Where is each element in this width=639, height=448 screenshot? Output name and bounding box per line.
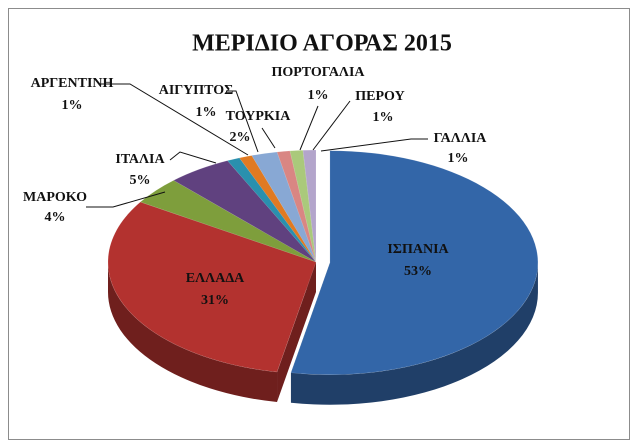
chart-title: ΜΕΡΙΔΙΟ ΑΓΟΡΑΣ 2015 xyxy=(192,31,452,57)
slice-side xyxy=(290,262,538,405)
slice-label: ΠΕΡΟΥ xyxy=(355,89,404,104)
slice-label: ΤΟΥΡΚΙΑ xyxy=(226,109,292,124)
slice-label: ΕΛΛΑΔΑ xyxy=(186,271,245,286)
slice-label: ΠΟΡΤΟΓΑΛΙΑ xyxy=(271,65,365,80)
slice-value-label: 31% xyxy=(201,293,229,308)
slice-wall xyxy=(277,262,316,403)
slice xyxy=(276,150,317,263)
leader-line xyxy=(312,100,351,151)
slice-value-label: 1% xyxy=(373,110,394,125)
slice-label: ΙΤΑΛΙΑ xyxy=(115,152,165,167)
leader-line xyxy=(86,191,166,208)
slice xyxy=(173,160,317,263)
slice-value-label: 1% xyxy=(196,105,217,120)
slice-label: ΑΡΓΕΝΤΙΝΗ xyxy=(31,76,114,91)
slice-value-label: 53% xyxy=(404,264,432,279)
slice-value-label: 4% xyxy=(45,210,66,225)
slice xyxy=(238,155,317,263)
slice-label: ΑΙΓΥΠΤΟΣ xyxy=(159,83,234,98)
slice-value-label: 5% xyxy=(130,173,151,188)
leader-line xyxy=(299,105,319,151)
leader-line xyxy=(320,138,428,152)
slice-label: ΓΑΛΛΙΑ xyxy=(434,131,488,146)
slice xyxy=(139,180,317,263)
slice-label: ΙΣΠΑΝΙΑ xyxy=(387,242,449,257)
slice-side xyxy=(108,262,278,403)
slice xyxy=(226,157,317,263)
leader-line xyxy=(169,151,217,164)
slice-value-label: 1% xyxy=(448,151,469,166)
slice xyxy=(251,151,317,263)
slice-value-label: 1% xyxy=(308,88,329,103)
slice xyxy=(107,201,317,373)
leader-line xyxy=(261,127,276,149)
leader-line xyxy=(226,90,259,153)
slice-value-label: 1% xyxy=(62,98,83,113)
slice xyxy=(302,149,317,263)
slice xyxy=(289,149,317,263)
leader-line xyxy=(100,83,249,156)
slice-label: ΜΑΡΟΚΟ xyxy=(23,190,87,205)
slice-value-label: 2% xyxy=(230,130,251,145)
slice xyxy=(290,150,539,375)
